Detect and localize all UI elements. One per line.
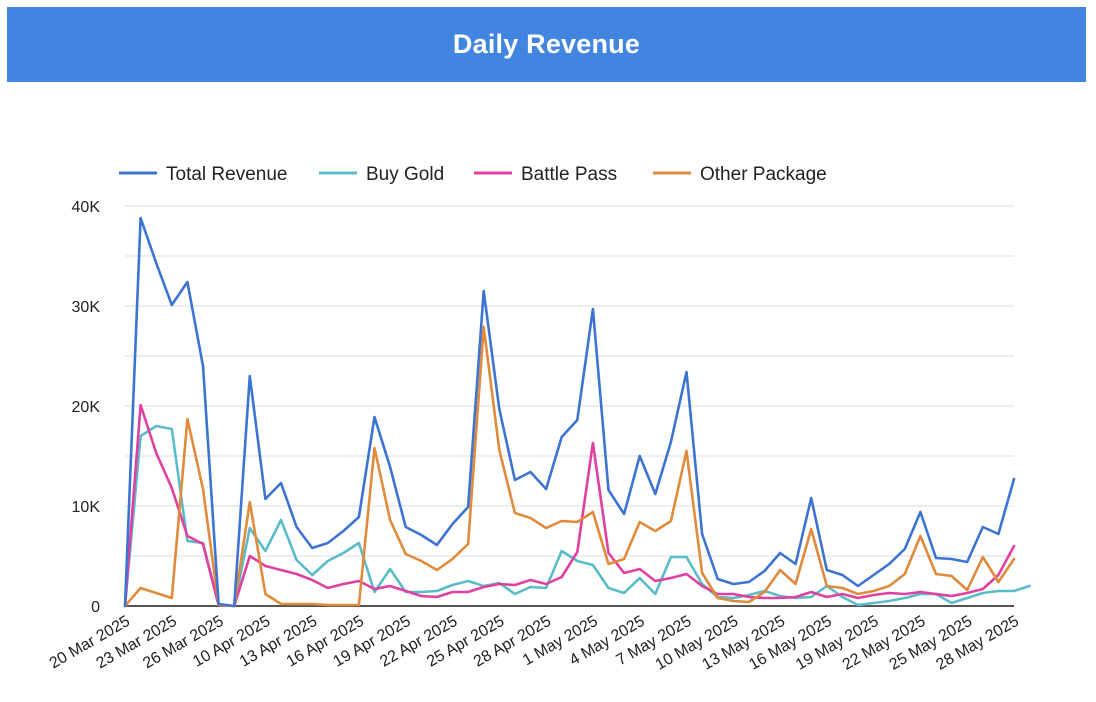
chart-title: Daily Revenue bbox=[452, 29, 641, 59]
series-lines bbox=[123, 216, 1031, 608]
legend-label: Other Package bbox=[700, 164, 827, 185]
series-line-buy-gold bbox=[123, 424, 1031, 608]
legend-label: Total Revenue bbox=[166, 164, 287, 185]
series-line-total-revenue bbox=[123, 216, 1016, 608]
y-tick-label: 10K bbox=[72, 499, 101, 516]
series-line-other-package bbox=[123, 325, 1016, 608]
series-line-battle-pass bbox=[123, 403, 1016, 608]
y-tick-label: 20K bbox=[72, 399, 101, 416]
y-tick-label: 40K bbox=[72, 199, 101, 216]
legend-label: Buy Gold bbox=[366, 164, 444, 185]
gridlines bbox=[125, 205, 1014, 607]
y-axis-ticks: 0 10K 20K 30K 40K bbox=[72, 199, 101, 616]
legend: Total Revenue Buy Gold Battle Pass Other Pa… bbox=[119, 164, 827, 185]
y-tick-label: 0 bbox=[91, 599, 100, 616]
chart-title-bar: Daily Revenue bbox=[7, 7, 1086, 82]
legend-label: Battle Pass bbox=[521, 164, 617, 185]
y-tick-label: 30K bbox=[72, 299, 101, 316]
